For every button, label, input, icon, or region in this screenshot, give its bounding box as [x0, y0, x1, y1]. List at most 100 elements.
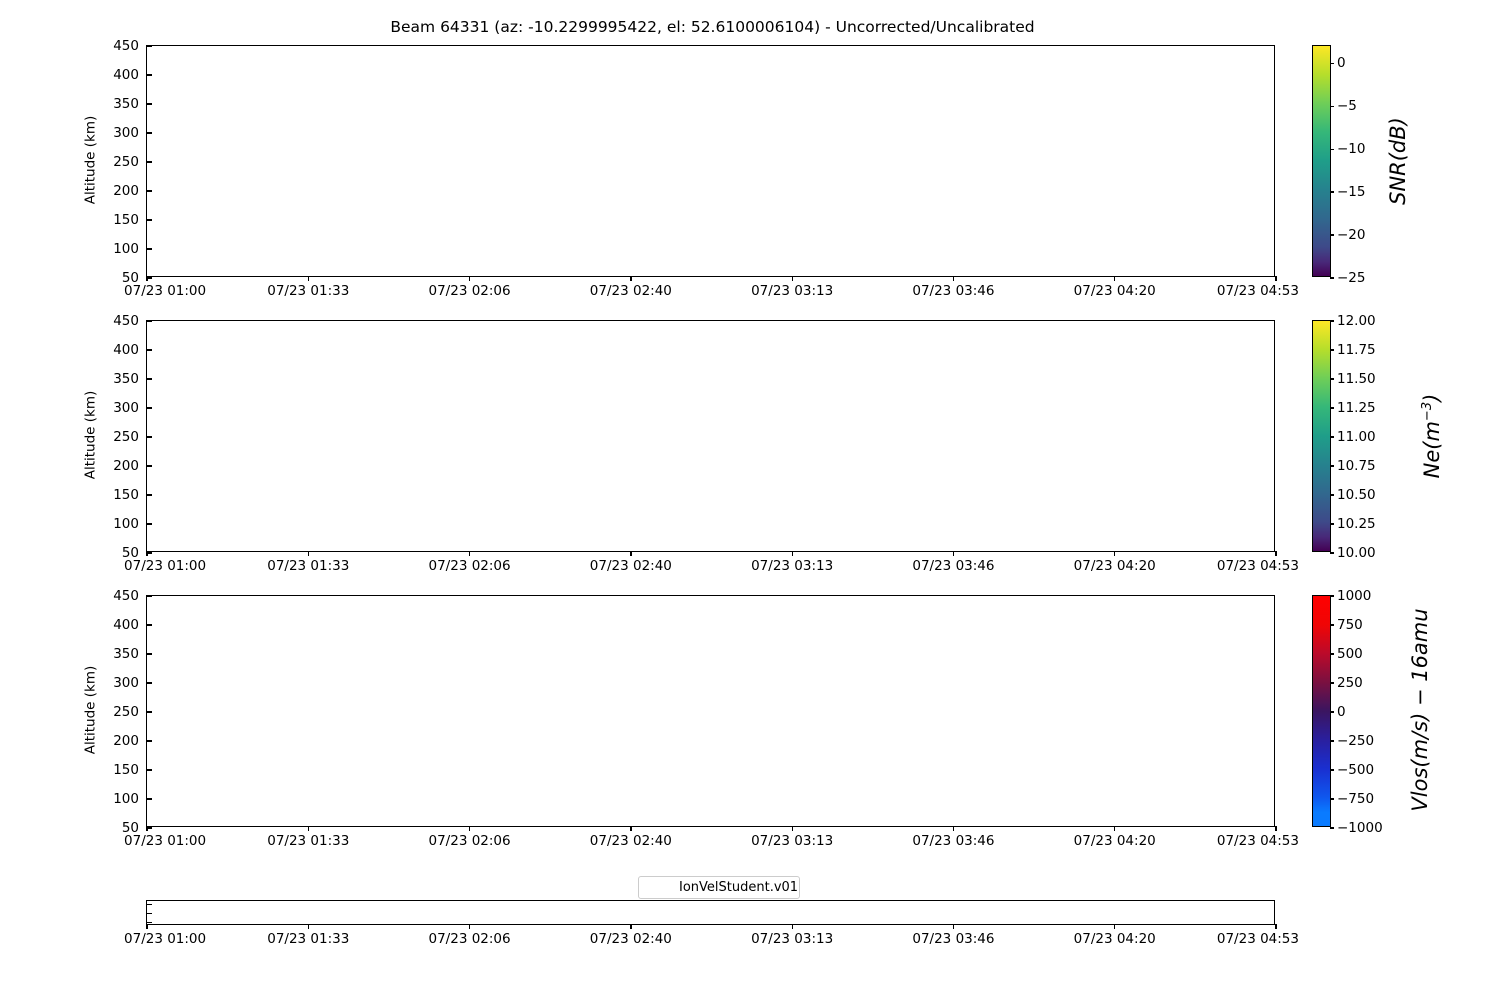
xtick-label: 07/23 04:20: [1073, 558, 1156, 574]
ytick-label: 450: [113, 588, 139, 604]
summary-strip-panel[interactable]: 07/23 01:00 07/23 01:33 07/23 02:06 07/23 0…: [124, 900, 1299, 947]
cbar-tick-label: −250: [1337, 733, 1375, 749]
ytick-mark: [147, 552, 152, 554]
xtick-mark: [468, 924, 471, 929]
ytick-label: 50: [121, 545, 139, 561]
cbar-tick-mark: [1330, 407, 1334, 409]
ytick-label: 200: [113, 458, 139, 474]
xtick-mark: [791, 826, 793, 831]
ytick-mark: [147, 161, 152, 163]
xtick-mark: [1114, 924, 1116, 929]
cbar-tick-mark: [1330, 62, 1334, 64]
xtick-mark: [630, 551, 632, 556]
ytick-mark: [147, 277, 152, 279]
cbar-tick-label: −750: [1337, 791, 1375, 807]
xtick-mark: [307, 276, 309, 281]
ytick-mark: [147, 523, 152, 525]
cbar-tick-label: 11.25: [1337, 400, 1376, 416]
ytick-mark: [147, 711, 152, 713]
ne-colorbar[interactable]: Ne(m−3) 12.00 11.75 11.50 11.25 11.00 10.75 10…: [1312, 313, 1444, 561]
xtick-mark: [307, 924, 309, 929]
vlos-panel[interactable]: Altitude (km) 450 400 350 300 250 200 150 100 50…: [82, 588, 1299, 849]
cbar-tick-mark: [1330, 378, 1334, 380]
xtick-label: 07/23 04:53: [1216, 283, 1299, 299]
ytick-mark: [147, 624, 152, 626]
cbar-tick-mark: [1330, 711, 1334, 713]
xtick-mark: [952, 276, 955, 281]
cbar-tick-label: −15: [1337, 184, 1366, 201]
xtick-label: 07/23 02:40: [589, 558, 672, 574]
xtick-label: 07/23 04:20: [1073, 283, 1156, 299]
ytick-label: 250: [113, 429, 139, 445]
xtick-mark: [1275, 826, 1277, 831]
ytick-mark: [147, 407, 152, 409]
ytick-label: 50: [121, 270, 139, 286]
cbar-tick-mark: [1330, 105, 1334, 107]
xtick-mark: [952, 551, 955, 556]
cbar-tick-label: 12.00: [1337, 313, 1376, 329]
cbar-tick-label: 750: [1337, 617, 1363, 633]
xtick-label: 07/23 02:40: [589, 931, 672, 947]
ytick-mark: [147, 682, 152, 684]
ytick-label: 400: [113, 617, 139, 633]
cbar-tick-mark: [1330, 798, 1334, 800]
ytick-label: 350: [113, 371, 139, 387]
ytick-mark: [147, 827, 152, 829]
xtick-mark: [952, 924, 955, 929]
ytick-mark: [147, 798, 152, 800]
xtick-label: 07/23 01:00: [124, 283, 207, 299]
ytick-label: 450: [113, 38, 139, 54]
xtick-mark: [468, 826, 471, 831]
xtick-mark: [468, 276, 471, 281]
ytick-label: 50: [121, 820, 139, 836]
cbar-tick-mark: [1330, 191, 1334, 193]
ne-colorbar-label-tail: ): [1419, 393, 1444, 402]
ytick-mark: [147, 904, 152, 906]
ytick-mark: [147, 465, 152, 467]
xtick-label: 07/23 02:06: [428, 931, 511, 947]
cbar-tick-label: 10.75: [1337, 458, 1376, 474]
cbar-tick-mark: [1330, 320, 1334, 322]
ytick-mark: [147, 349, 152, 351]
cbar-tick-label: −5: [1337, 98, 1357, 115]
ytick-mark: [147, 912, 152, 915]
ytick-label: 200: [113, 733, 139, 749]
vlos-colorbar[interactable]: Vlos(m/s) − 16amu 1000 750 500 250 0 −250 −500…: [1312, 588, 1432, 836]
ytick-mark: [147, 132, 152, 134]
cbar-tick-mark: [1330, 234, 1334, 236]
ytick-mark: [147, 248, 152, 250]
snr-panel[interactable]: Altitude (km) 450 400 350 300 250 200 150 100 50…: [82, 38, 1299, 299]
ytick-mark: [147, 740, 152, 742]
xtick-label: 07/23 03:13: [751, 931, 834, 947]
ytick-mark: [147, 190, 152, 192]
cbar-tick-label: 11.50: [1337, 371, 1376, 387]
cbar-tick-label: 11.75: [1337, 342, 1376, 358]
ytick-label: 300: [113, 675, 139, 691]
legend-box[interactable]: IonVelStudent.v01: [638, 876, 800, 899]
xtick-label: 07/23 01:33: [267, 931, 350, 947]
xtick-mark: [952, 826, 955, 831]
ne-colorbar-label: Ne(m−3): [1420, 320, 1444, 552]
snr-colorbar[interactable]: SNR(dB) 0 −5 −10 −15 −20 −25: [1312, 45, 1410, 286]
xtick-label: 07/23 04:53: [1216, 931, 1299, 947]
xtick-label: 07/23 03:13: [751, 833, 834, 849]
cbar-tick-label: 0: [1337, 55, 1346, 72]
ne-panel[interactable]: Altitude (km) 450 400 350 300 250 200 150 100 50…: [82, 313, 1299, 574]
xtick-mark: [146, 924, 148, 929]
ytick-mark: [147, 769, 152, 771]
ytick-label: 300: [113, 125, 139, 141]
ytick-label: 150: [113, 212, 139, 228]
vlos-panel-ylabel: Altitude (km): [82, 665, 98, 755]
xtick-mark: [1114, 826, 1116, 831]
cbar-tick-mark: [1330, 769, 1334, 771]
xtick-label: 07/23 01:00: [124, 833, 207, 849]
xtick-label: 07/23 04:53: [1216, 558, 1299, 574]
ytick-label: 450: [113, 313, 139, 329]
cbar-tick-mark: [1330, 465, 1334, 467]
snr-colorbar-label: SNR(dB): [1385, 117, 1410, 205]
xtick-mark: [146, 826, 148, 831]
ytick-label: 250: [113, 154, 139, 170]
xtick-label: 07/23 02:06: [428, 833, 511, 849]
ytick-mark: [147, 436, 152, 438]
xtick-mark: [791, 551, 793, 556]
